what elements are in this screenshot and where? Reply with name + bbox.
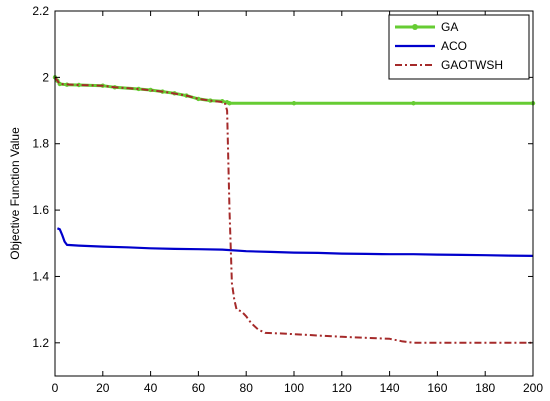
series-point-ga <box>291 101 297 106</box>
legend-label-gaotwsh: GAOTWSH <box>441 58 503 72</box>
legend-label-aco: ACO <box>441 39 467 53</box>
y-tick-label: 1.6 <box>32 203 49 217</box>
x-tick-label: 80 <box>240 381 254 395</box>
y-tick-label: 1.4 <box>32 269 49 283</box>
x-tick-label: 40 <box>144 381 158 395</box>
series-point-ga <box>76 82 82 88</box>
series-point-ga <box>136 86 141 92</box>
x-tick-label: 100 <box>284 381 304 395</box>
x-tick-label: 200 <box>523 381 543 395</box>
series-line-gaotwsh <box>54 76 533 344</box>
series-line-aco <box>56 227 534 257</box>
x-tick-label: 160 <box>427 381 447 395</box>
legend-marker-ga <box>412 24 418 30</box>
y-tick-label: 1.2 <box>32 336 49 350</box>
series-point-ga <box>227 101 232 106</box>
x-tick-label: 20 <box>96 381 110 395</box>
y-tick-label: 2.2 <box>32 4 49 18</box>
x-tick-label: 180 <box>475 381 495 395</box>
x-tick-label: 140 <box>380 381 400 395</box>
series-layer <box>52 75 536 344</box>
x-tick-label: 120 <box>332 381 352 395</box>
y-axis-title: Objective Function Value <box>8 127 22 260</box>
y-tick-label: 1.8 <box>32 137 49 151</box>
series-point-ga <box>411 101 416 106</box>
x-tick-label: 60 <box>192 381 206 395</box>
x-tick-label: 0 <box>52 381 59 395</box>
legend: GA ACO GAOTWSH <box>388 14 530 80</box>
legend-label-ga: GA <box>441 20 458 34</box>
ticks-layer: 0 20 40 60 80 100 120 140 160 180 200 1.2 1.4 1.6 1.8 2… <box>32 4 543 395</box>
y-tick-label: 2 <box>42 70 49 84</box>
